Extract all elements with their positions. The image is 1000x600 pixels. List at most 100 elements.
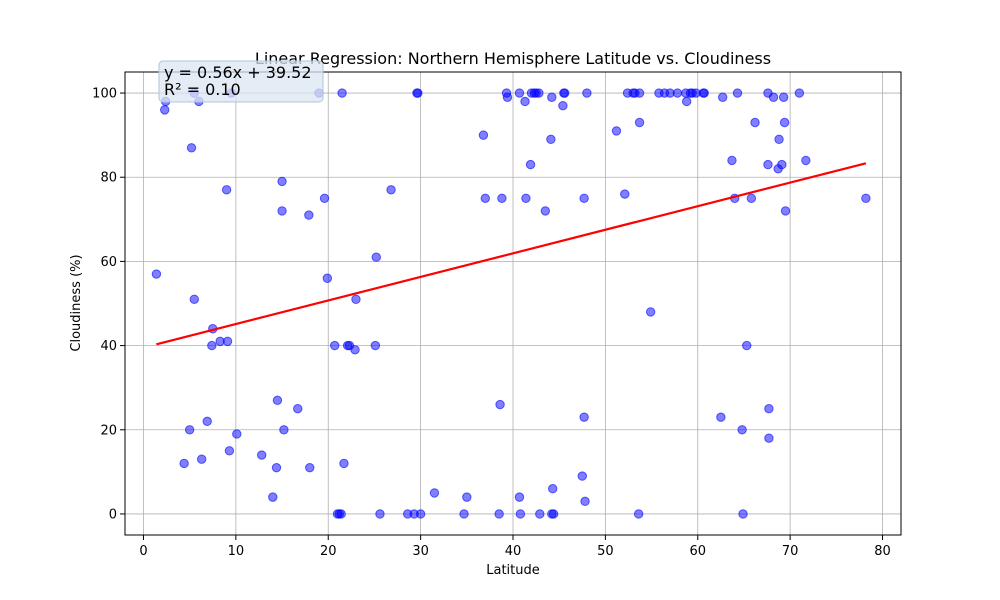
data-point [386, 185, 396, 195]
data-point [580, 496, 590, 507]
x-tick-label: 30 [412, 544, 429, 559]
data-point [515, 509, 526, 519]
x-tick-label: 80 [874, 544, 891, 559]
data-point [272, 395, 283, 406]
y-axis-label: Cloudiness (%) [69, 254, 84, 351]
data-point [560, 88, 570, 98]
data-point [257, 450, 267, 460]
data-point [478, 130, 489, 140]
data-point [186, 143, 197, 153]
y-tick-label: 60 [100, 255, 117, 270]
data-point [579, 193, 589, 203]
data-point [232, 429, 242, 439]
data-point [764, 433, 774, 443]
data-point [763, 159, 773, 170]
regression-line [156, 162, 867, 346]
data-point [535, 509, 545, 519]
data-point [224, 446, 235, 456]
data-point [764, 404, 774, 414]
data-point [634, 117, 645, 128]
data-point [742, 340, 752, 351]
data-point [514, 88, 525, 98]
data-point [699, 88, 709, 98]
data-point [202, 416, 212, 427]
data-point [672, 88, 683, 98]
data-point [319, 193, 330, 203]
data-point [718, 92, 728, 102]
data-point [336, 509, 346, 519]
x-tick-label: 50 [597, 544, 614, 559]
y-axis-ticks: 0 20 40 60 80 100 [92, 87, 125, 522]
data-point [716, 412, 726, 422]
x-tick-label: 20 [320, 544, 337, 559]
data-point [732, 88, 743, 98]
data-point [520, 96, 530, 107]
y-tick-label: 80 [100, 171, 117, 186]
x-tick-label: 0 [139, 544, 147, 559]
data-point [370, 340, 381, 351]
data-point [774, 134, 784, 145]
x-tick-label: 60 [689, 544, 706, 559]
data-point [681, 96, 692, 107]
data-point [768, 92, 779, 102]
data-point [773, 164, 783, 174]
data-point [611, 126, 622, 136]
data-point [750, 117, 760, 128]
data-point [546, 134, 556, 145]
data-point [337, 88, 347, 98]
data-point [179, 458, 189, 469]
data-point [305, 462, 315, 473]
y-tick-label: 100 [92, 87, 117, 102]
data-point [634, 88, 645, 98]
annotation-box [158, 60, 324, 103]
data-point [582, 88, 592, 98]
data-point [534, 88, 544, 98]
data-point [521, 193, 531, 203]
data-point [293, 404, 303, 414]
data-point [268, 492, 278, 502]
data-point [196, 454, 207, 464]
data-point [746, 193, 757, 203]
data-point [304, 210, 314, 220]
data-point [780, 206, 791, 216]
data-point [480, 193, 490, 203]
x-tick-label: 10 [228, 544, 245, 559]
data-point [540, 206, 551, 216]
regression-line-group [156, 162, 867, 346]
data-point [497, 193, 507, 203]
data-point [495, 399, 505, 410]
data-point [579, 412, 589, 422]
data-point [413, 88, 423, 98]
data-point [222, 336, 233, 347]
data-point [189, 294, 199, 304]
data-point [221, 185, 232, 195]
x-tick-label: 40 [505, 544, 522, 559]
chart-title: Linear Regression: Northern Hemisphere L… [255, 49, 771, 68]
data-point [459, 509, 469, 519]
y-tick-label: 40 [100, 339, 117, 354]
data-point [861, 193, 871, 203]
data-point [548, 509, 559, 519]
data-point [415, 509, 426, 519]
y-tick-label: 0 [109, 507, 117, 522]
data-point [633, 509, 644, 519]
data-point [271, 462, 282, 473]
data-point [429, 488, 440, 498]
data-point [558, 100, 568, 111]
data-point [322, 273, 333, 283]
data-point [184, 425, 195, 435]
x-tick-label: 70 [782, 544, 799, 559]
data-point [514, 492, 525, 502]
data-point [801, 155, 811, 166]
x-axis-ticks: 0 10 20 30 40 50 60 70 80 [139, 535, 891, 559]
data-point [277, 176, 287, 187]
data-point [645, 307, 656, 317]
data-point [548, 484, 558, 494]
data-point [794, 88, 805, 98]
data-point [778, 92, 789, 102]
x-axis-label: Latitude [486, 563, 540, 578]
data-point [351, 294, 361, 304]
data-point [279, 425, 289, 435]
data-point [277, 206, 287, 216]
